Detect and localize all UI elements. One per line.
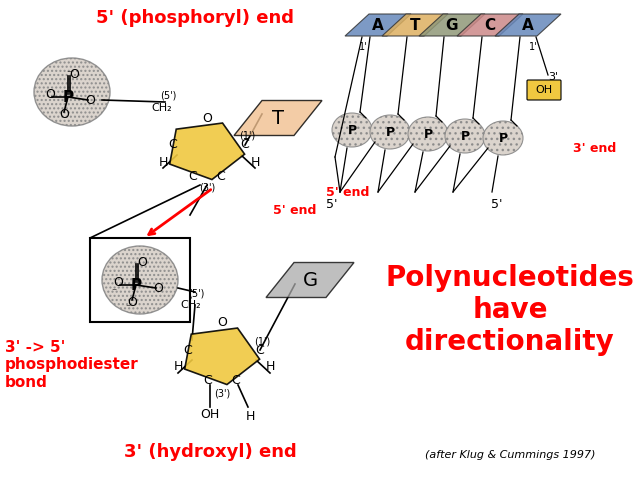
Text: 5' end: 5' end — [326, 185, 370, 199]
Text: O: O — [153, 281, 163, 295]
Text: CH₂: CH₂ — [180, 300, 202, 310]
Text: (1'): (1') — [254, 336, 270, 346]
Polygon shape — [419, 14, 485, 36]
Text: 3' end: 3' end — [573, 142, 616, 155]
Text: T: T — [410, 17, 420, 33]
Bar — [90, 238, 190, 322]
Text: C: C — [255, 344, 264, 357]
Text: P: P — [385, 125, 395, 139]
Text: O: O — [137, 255, 147, 268]
Text: (5'): (5') — [160, 90, 176, 100]
FancyBboxPatch shape — [527, 80, 561, 100]
Text: A: A — [522, 17, 534, 33]
Text: ⁻: ⁻ — [67, 69, 72, 79]
Text: H: H — [173, 360, 182, 373]
Text: OH: OH — [536, 85, 552, 95]
Text: G: G — [445, 17, 458, 33]
Text: (5'): (5') — [188, 289, 204, 299]
Ellipse shape — [370, 115, 410, 149]
Polygon shape — [234, 100, 322, 135]
Polygon shape — [345, 14, 411, 36]
Text: P: P — [424, 128, 433, 141]
Text: (3'): (3') — [214, 388, 230, 398]
Text: C: C — [168, 139, 177, 152]
Text: O: O — [85, 94, 95, 107]
Text: P: P — [131, 277, 141, 292]
Text: (1'): (1') — [239, 131, 255, 141]
Polygon shape — [495, 14, 561, 36]
Text: H: H — [250, 156, 260, 168]
Text: (after Klug & Cummings 1997): (after Klug & Cummings 1997) — [425, 450, 595, 460]
Text: OH: OH — [200, 408, 220, 421]
Ellipse shape — [483, 121, 523, 155]
Text: T: T — [272, 108, 284, 128]
Text: C: C — [204, 374, 212, 387]
Text: H: H — [266, 360, 275, 373]
Text: O: O — [113, 276, 123, 288]
Text: C: C — [184, 344, 193, 357]
Text: C: C — [484, 17, 495, 33]
Text: 5': 5' — [492, 197, 503, 211]
Text: P: P — [63, 89, 74, 105]
Text: CH₂: CH₂ — [152, 103, 172, 113]
Text: C: C — [216, 169, 225, 182]
Text: 3' -> 5'
phosphodiester
bond: 3' -> 5' phosphodiester bond — [5, 340, 139, 390]
Ellipse shape — [102, 246, 178, 314]
Polygon shape — [185, 328, 260, 384]
Polygon shape — [266, 263, 354, 298]
Text: ⁻: ⁻ — [125, 303, 131, 313]
Text: C: C — [189, 169, 197, 182]
Text: 5': 5' — [326, 197, 338, 211]
Text: O: O — [127, 296, 137, 309]
Text: P: P — [460, 130, 470, 143]
Ellipse shape — [34, 58, 110, 126]
Ellipse shape — [332, 113, 372, 147]
Text: 5' end: 5' end — [273, 204, 317, 216]
Text: O: O — [217, 316, 227, 329]
Text: O: O — [45, 87, 55, 100]
Text: 3' (hydroxyl) end: 3' (hydroxyl) end — [124, 443, 296, 461]
Text: ⁻: ⁻ — [111, 287, 116, 297]
Text: O: O — [202, 111, 212, 124]
Polygon shape — [382, 14, 448, 36]
Text: (3'): (3') — [199, 183, 215, 193]
Text: 1': 1' — [358, 42, 367, 52]
Text: H: H — [158, 156, 168, 168]
Ellipse shape — [445, 119, 485, 153]
Text: P: P — [348, 123, 356, 136]
Text: O: O — [59, 108, 69, 120]
Text: P: P — [499, 132, 508, 144]
Ellipse shape — [408, 117, 448, 151]
Text: H: H — [245, 410, 255, 423]
Text: 5' (phosphoryl) end: 5' (phosphoryl) end — [96, 9, 294, 27]
Polygon shape — [457, 14, 523, 36]
Text: Polynucleotides
have
directionality: Polynucleotides have directionality — [385, 264, 634, 356]
Text: 3': 3' — [548, 72, 558, 82]
Polygon shape — [170, 123, 244, 180]
Text: C: C — [232, 374, 241, 387]
Text: C: C — [241, 139, 250, 152]
Text: G: G — [303, 271, 317, 289]
Text: O: O — [69, 68, 79, 81]
Text: 1': 1' — [529, 42, 538, 52]
Text: A: A — [372, 17, 384, 33]
